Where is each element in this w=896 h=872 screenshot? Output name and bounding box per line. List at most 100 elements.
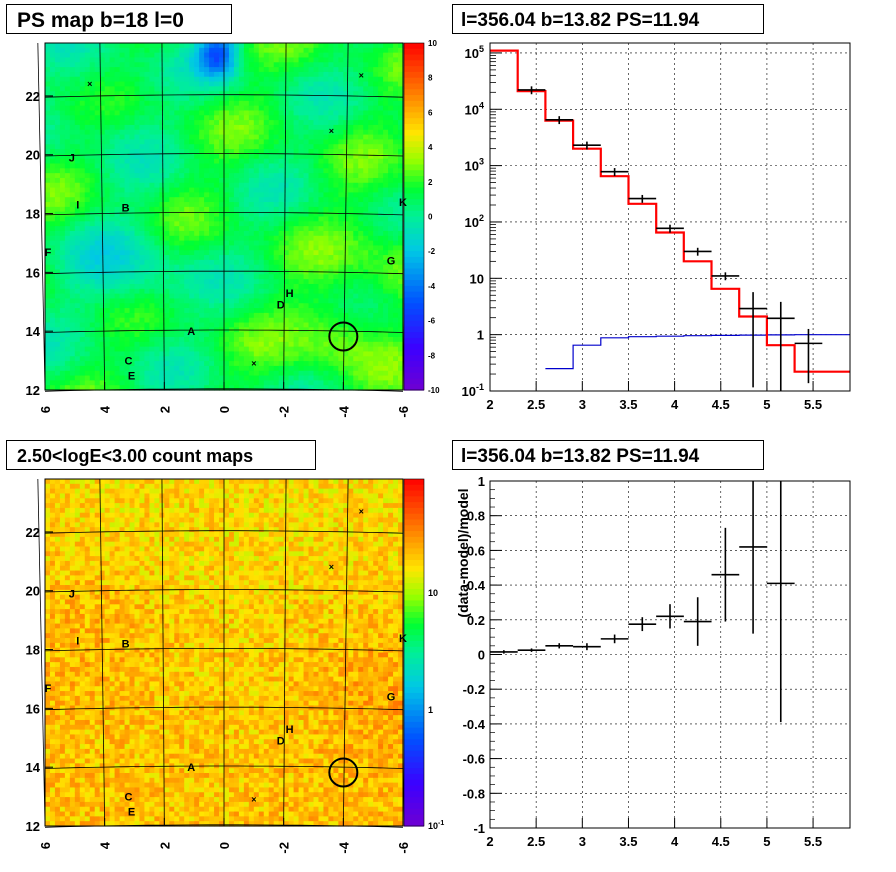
- psmap-grid-lon: [161, 42, 165, 391]
- countmap-grid-lon: [37, 478, 46, 827]
- psmap-xtick-label: 0: [217, 406, 232, 413]
- spectrum-data-point: [656, 224, 684, 233]
- countmap-source-label: G: [387, 692, 396, 704]
- count-map-title: 2.50<logE<3.00 count maps: [6, 440, 316, 470]
- psmap-xtick-label: 2: [157, 406, 172, 413]
- residual-ytick-label: 0.8: [467, 509, 485, 524]
- spectrum-panel: 2 2.5 3 3.5 4 4.5 5 5.5 10-1 1 10 102 103 104 105: [462, 42, 851, 412]
- spectrum-ytick-label: 104: [465, 100, 484, 117]
- spectrum-data-point: [739, 292, 767, 388]
- residual-data-point: [573, 643, 601, 651]
- psmap-ytick-label: 14: [26, 324, 41, 339]
- countmap-source-label: C: [125, 792, 133, 804]
- residual-ytick-label: 0: [478, 648, 485, 663]
- spectrum-data-point: [711, 272, 740, 281]
- psmap-source-label: F: [45, 247, 52, 259]
- residual-data-point: [711, 527, 740, 622]
- countmap-grid-lon: [283, 478, 287, 827]
- residual-ytick-label: -1: [473, 821, 485, 836]
- countmap-cross-marker: ×: [251, 795, 256, 805]
- psmap-ytick-label: 20: [26, 148, 40, 163]
- psmap-colorbar-label: -6: [428, 317, 436, 326]
- psmap-grid-lon: [342, 42, 349, 391]
- residual-data-point: [628, 617, 657, 632]
- spectrum-xtick-label: 5: [763, 397, 770, 412]
- countmap-ytick-label: 16: [26, 701, 40, 716]
- psmap-cross-marker: ×: [329, 126, 334, 136]
- residual-xtick-label: 3: [579, 834, 586, 849]
- residual-data-point: [490, 650, 518, 654]
- psmap-xtick-label: 4: [98, 405, 113, 413]
- spectrum-data-point: [517, 86, 546, 95]
- spectrum-data-point: [600, 168, 629, 176]
- psmap-source-label: C: [125, 356, 133, 368]
- psmap-source-label: B: [122, 203, 130, 215]
- psmap-colorbar-label: -8: [428, 351, 436, 360]
- psmap-source-label: A: [187, 326, 195, 338]
- spectrum-ytick-label: 10-1: [462, 382, 484, 399]
- psmap-xtick-label: 6: [38, 406, 53, 413]
- residual-data-point: [766, 481, 795, 723]
- residual-ytick-label: -0.8: [463, 786, 485, 801]
- spectrum-data-point: [766, 301, 795, 391]
- spectrum-ytick-label: 102: [465, 213, 484, 230]
- psmap-cross-marker: ×: [251, 359, 256, 369]
- countmap-source-label: F: [45, 683, 52, 695]
- countmap-target-circle: [328, 757, 359, 788]
- countmap-xtick-label: -4: [336, 841, 351, 853]
- countmap-grid-lon: [342, 478, 349, 827]
- countmap-ytick-label: 20: [26, 584, 40, 599]
- residual-data-point: [739, 481, 767, 634]
- spectrum-ytick-label: 1: [477, 328, 484, 343]
- spectrum-data-point: [794, 328, 823, 384]
- countmap-source-label: E: [128, 806, 135, 818]
- residual-xtick-label: 2.5: [527, 834, 545, 849]
- countmap-source-label: B: [122, 639, 130, 651]
- residual-ytick-label: 0.2: [467, 613, 485, 628]
- psmap-colorbar-label: 0: [428, 213, 433, 222]
- psmap-colorbar-label: 6: [428, 108, 433, 117]
- countmap-source-label: I: [76, 636, 79, 648]
- residual-ytick-label: 1: [478, 474, 485, 489]
- countmap-xtick-label: 2: [157, 842, 172, 849]
- countmap-source-label: J: [69, 589, 75, 601]
- countmap-colorbar-label: 10: [428, 588, 438, 598]
- residual-xtick-label: 4: [671, 834, 679, 849]
- spectrum-background-model: [545, 334, 850, 370]
- spectrum-ytick-label: 103: [465, 157, 484, 174]
- psmap-ytick-label: 16: [26, 265, 40, 280]
- countmap-source-label: A: [187, 762, 195, 774]
- ps-map-title: PS map b=18 l=0: [6, 4, 232, 34]
- psmap-source-label: H: [286, 288, 294, 300]
- residual-xtick-label: 5.5: [804, 834, 822, 849]
- psmap-colorbar-label: 2: [428, 178, 433, 187]
- psmap-grid-lon: [283, 42, 287, 391]
- residual-ylabel: (data-model)/model: [455, 488, 471, 617]
- countmap-xtick-label: 4: [98, 841, 113, 849]
- countmap-ytick-label: 14: [26, 760, 41, 775]
- ps-map-panel: 6 4 2 0 -2 -4 -61214161820221086420-2-4-6-8-10…: [26, 39, 441, 418]
- spectrum-xtick-label: 4.5: [712, 397, 730, 412]
- residual-data-point: [656, 604, 684, 629]
- residual-data-point: [517, 648, 546, 652]
- residual-ytick-label: 0.6: [467, 543, 485, 558]
- countmap-colorbar-label: 10-1: [428, 820, 444, 831]
- residual-xtick-label: 3.5: [619, 834, 637, 849]
- countmap-grid-lon: [161, 478, 165, 827]
- psmap-source-label: G: [387, 256, 396, 268]
- countmap-ytick-label: 18: [26, 643, 40, 658]
- countmap-colorbar: [403, 478, 425, 827]
- countmap-source-label: H: [286, 724, 294, 736]
- psmap-cross-marker: ×: [87, 79, 92, 89]
- spectrum-xtick-label: 3: [579, 397, 586, 412]
- spectrum-xtick-label: 2: [486, 397, 493, 412]
- psmap-source-label: E: [128, 370, 135, 382]
- residual-data-point: [545, 643, 574, 649]
- residual-xtick-label: 2: [486, 834, 493, 849]
- spectrum-xtick-label: 5.5: [804, 397, 822, 412]
- psmap-xtick-label: -6: [396, 406, 411, 418]
- psmap-target-circle: [328, 321, 359, 352]
- residual-ytick-label: 0.4: [467, 578, 486, 593]
- spectrum-xtick-label: 3.5: [619, 397, 637, 412]
